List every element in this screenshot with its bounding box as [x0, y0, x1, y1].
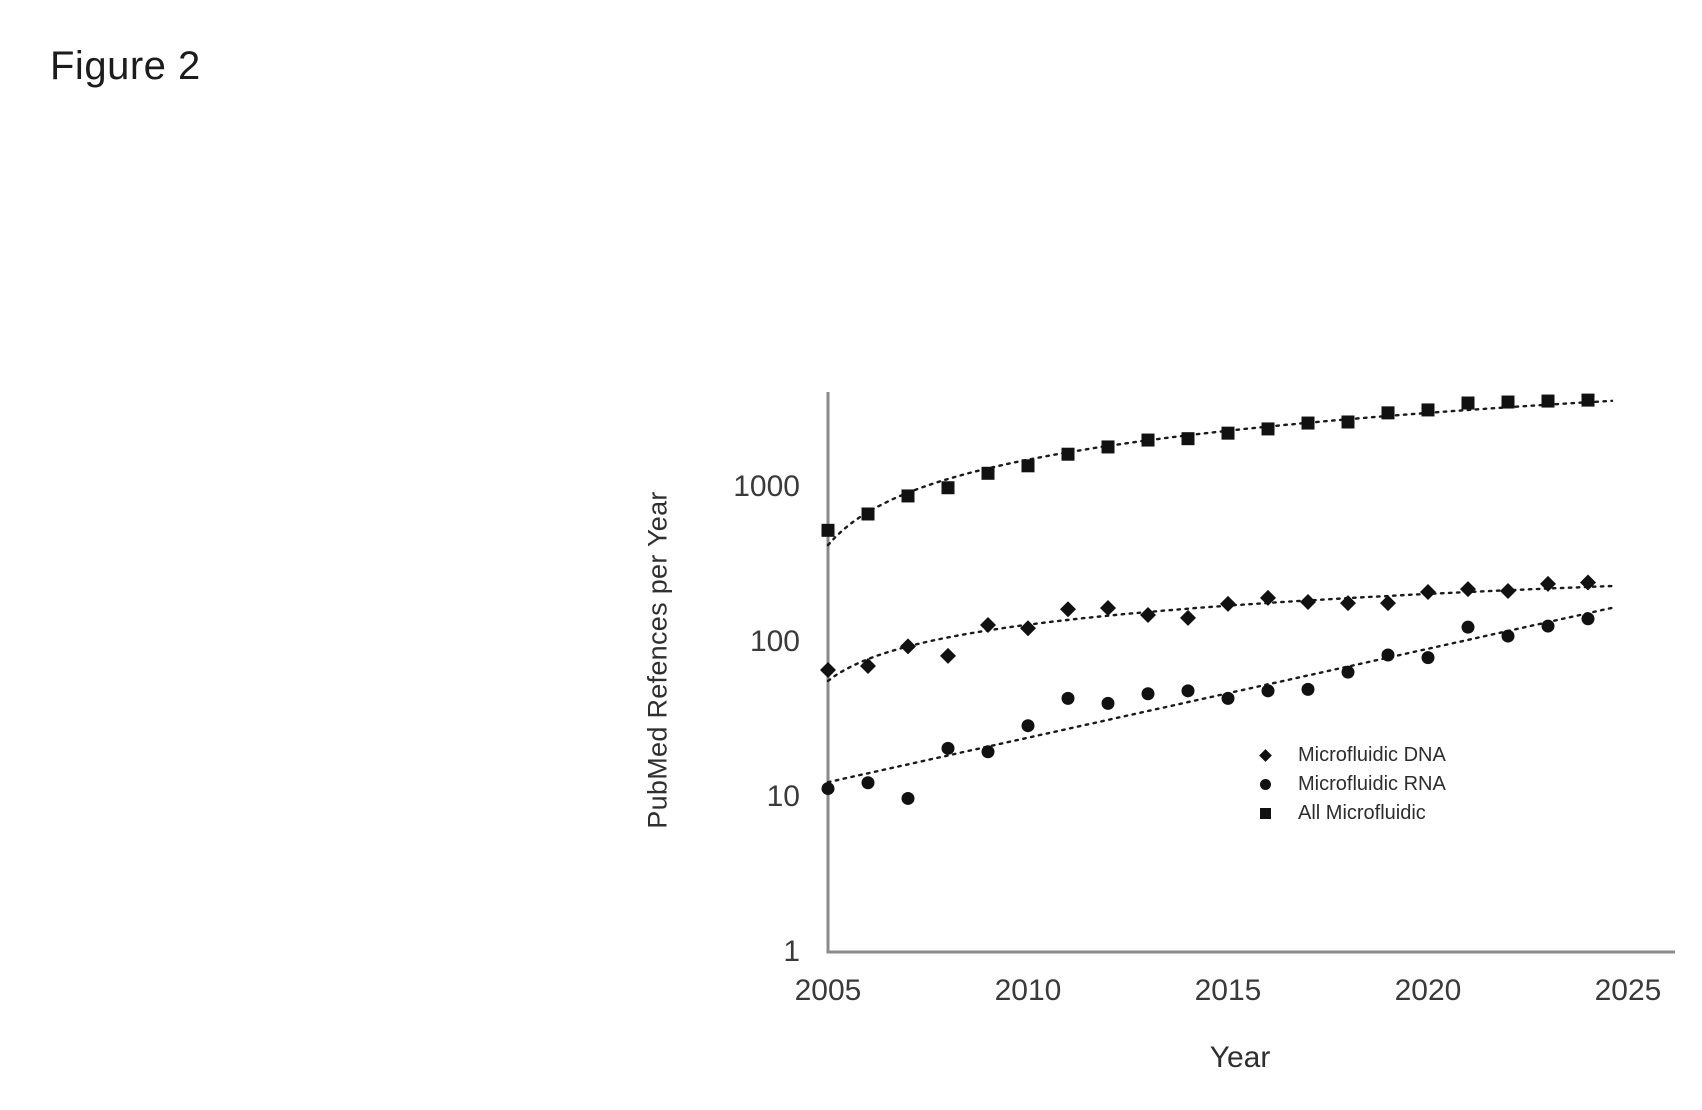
marker-all-microfluidic-2024: [1581, 393, 1595, 407]
marker-microfluidic-rna-2023: [1541, 619, 1555, 633]
marker-microfluidic-rna-2007: [901, 791, 915, 805]
legend-marker-cell: [1256, 807, 1274, 819]
marker-all-microfluidic-2022: [1501, 395, 1515, 409]
marker-microfluidic-rna-2017: [1301, 682, 1315, 696]
marker-all-microfluidic-2021: [1461, 396, 1475, 410]
legend-marker-cell: [1256, 748, 1274, 762]
x-tick-label-2020: 2020: [1395, 974, 1462, 1007]
chart-legend: Microfluidic DNA Microfluidic RNA All Mi…: [1256, 744, 1446, 824]
marker-microfluidic-dna-2011: [1060, 601, 1076, 618]
square-marker-icon: [1259, 807, 1271, 819]
marker-all-microfluidic-2005: [821, 523, 835, 537]
marker-all-microfluidic-2018: [1341, 415, 1355, 429]
y-tick-label-10: 10: [767, 780, 800, 813]
marker-microfluidic-dna-2012: [1100, 599, 1116, 616]
marker-microfluidic-rna-2008: [941, 741, 955, 755]
marker-microfluidic-dna-2009: [980, 616, 996, 633]
marker-microfluidic-dna-2020: [1420, 584, 1436, 601]
diamond-marker-icon: [1258, 748, 1272, 762]
marker-microfluidic-dna-2014: [1180, 609, 1196, 626]
marker-all-microfluidic-2013: [1141, 433, 1155, 447]
marker-all-microfluidic-2014: [1181, 432, 1195, 446]
trendline-microfluidic-dna: [826, 584, 1614, 683]
marker-microfluidic-dna-2022: [1500, 583, 1516, 600]
legend-item-all-microfluidic: All Microfluidic: [1256, 802, 1446, 824]
x-tick-label-2005: 2005: [795, 974, 862, 1007]
marker-microfluidic-rna-2005: [821, 782, 835, 796]
marker-microfluidic-dna-2007: [900, 638, 916, 655]
marker-microfluidic-rna-2019: [1381, 648, 1395, 662]
x-axis-title: Year: [1209, 1041, 1271, 1074]
trendline-microfluidic-rna: [826, 606, 1614, 784]
marker-all-microfluidic-2017: [1301, 416, 1315, 430]
marker-microfluidic-rna-2011: [1061, 691, 1075, 705]
marker-microfluidic-rna-2009: [981, 745, 995, 759]
marker-microfluidic-dna-2017: [1300, 593, 1316, 610]
y-tick-label-1: 1: [783, 935, 800, 968]
marker-microfluidic-dna-2018: [1340, 595, 1356, 612]
marker-microfluidic-rna-2010: [1021, 719, 1035, 733]
marker-all-microfluidic-2012: [1101, 440, 1115, 454]
legend-marker-cell: [1256, 778, 1274, 790]
marker-microfluidic-dna-2013: [1140, 606, 1156, 623]
legend-label: Microfluidic RNA: [1298, 772, 1446, 795]
marker-microfluidic-rna-2024: [1581, 612, 1595, 626]
marker-microfluidic-rna-2018: [1341, 665, 1355, 679]
legend-label: Microfluidic DNA: [1298, 743, 1446, 766]
marker-microfluidic-dna-2019: [1380, 595, 1396, 612]
marker-microfluidic-rna-2014: [1181, 684, 1195, 698]
marker-all-microfluidic-2008: [941, 481, 955, 495]
marker-microfluidic-rna-2012: [1101, 696, 1115, 710]
marker-microfluidic-dna-2021: [1460, 581, 1476, 598]
marker-microfluidic-rna-2021: [1461, 620, 1475, 634]
x-tick-label-2025: 2025: [1595, 974, 1662, 1007]
marker-all-microfluidic-2019: [1381, 406, 1395, 420]
marker-microfluidic-dna-2005: [820, 662, 836, 679]
x-tick-label-2015: 2015: [1195, 974, 1262, 1007]
marker-all-microfluidic-2009: [981, 466, 995, 480]
marker-microfluidic-rna-2015: [1221, 691, 1235, 705]
marker-all-microfluidic-2010: [1021, 459, 1035, 473]
figure-label: Figure 2: [50, 44, 201, 88]
marker-microfluidic-rna-2022: [1501, 629, 1515, 643]
legend-item-microfluidic-rna: Microfluidic RNA: [1256, 773, 1446, 795]
legend-label: All Microfluidic: [1298, 801, 1426, 824]
marker-microfluidic-dna-2008: [940, 647, 956, 664]
y-tick-label-100: 100: [750, 625, 800, 658]
circle-marker-icon: [1259, 778, 1271, 790]
marker-all-microfluidic-2006: [861, 507, 875, 521]
marker-microfluidic-dna-2010: [1020, 620, 1036, 637]
marker-all-microfluidic-2011: [1061, 447, 1075, 461]
marker-microfluidic-dna-2024: [1580, 574, 1596, 591]
legend-item-microfluidic-dna: Microfluidic DNA: [1256, 744, 1446, 766]
y-axis-title: PubMed Refences per Year: [642, 491, 673, 829]
trendline-all-microfluidic: [826, 399, 1614, 547]
x-tick-label-2010: 2010: [995, 974, 1062, 1007]
marker-all-microfluidic-2007: [901, 489, 915, 503]
marker-all-microfluidic-2016: [1261, 422, 1275, 436]
y-tick-label-1000: 1000: [733, 470, 800, 503]
marker-microfluidic-rna-2020: [1421, 651, 1435, 665]
marker-microfluidic-rna-2016: [1261, 684, 1275, 698]
marker-microfluidic-dna-2006: [860, 657, 876, 674]
marker-microfluidic-dna-2023: [1540, 575, 1556, 592]
marker-microfluidic-dna-2015: [1220, 595, 1236, 612]
marker-microfluidic-rna-2013: [1141, 687, 1155, 701]
marker-all-microfluidic-2015: [1221, 426, 1235, 440]
marker-microfluidic-rna-2006: [861, 776, 875, 790]
marker-all-microfluidic-2023: [1541, 394, 1555, 408]
marker-microfluidic-dna-2016: [1260, 589, 1276, 606]
marker-all-microfluidic-2020: [1421, 403, 1435, 417]
